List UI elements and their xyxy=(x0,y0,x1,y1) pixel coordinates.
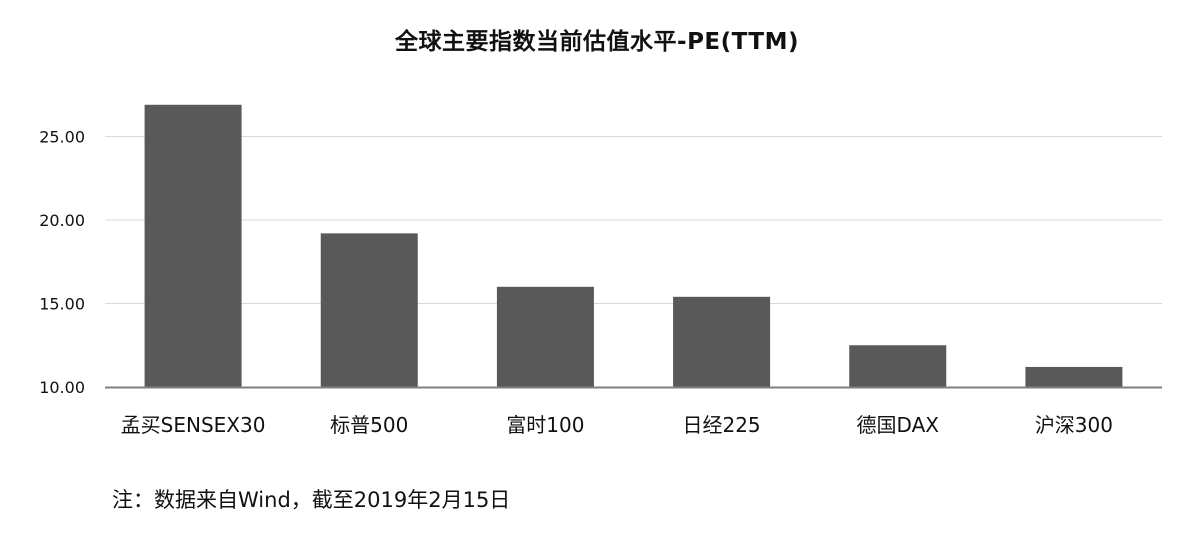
bar xyxy=(320,233,418,387)
y-tick-label: 20.00 xyxy=(39,211,85,230)
x-tick-label: 富时100 xyxy=(506,413,584,437)
bar xyxy=(1025,366,1123,387)
y-tick-label: 15.00 xyxy=(39,295,85,314)
bar xyxy=(144,104,242,388)
bars xyxy=(144,104,1123,388)
chart-title: 全球主要指数当前估值水平-PE(TTM) xyxy=(395,29,799,55)
x-tick-labels: 孟买SENSEX30 标普500 富时100 日经225 德国DAX 沪深300 xyxy=(121,413,1113,437)
x-tick-label: 沪深300 xyxy=(1035,413,1113,437)
bar xyxy=(496,286,594,387)
x-tick-label: 标普500 xyxy=(330,413,408,437)
y-tick-label: 10.00 xyxy=(39,378,85,397)
x-tick-label: 日经225 xyxy=(682,413,760,437)
bar xyxy=(673,296,771,387)
x-tick-label: 孟买SENSEX30 xyxy=(121,413,266,437)
y-tick-labels: 10.00 15.00 20.00 25.00 xyxy=(39,128,85,398)
source-footnote: 注：数据来自Wind，截至2019年2月15日 xyxy=(112,488,511,512)
bar xyxy=(849,345,947,387)
x-tick-label: 德国DAX xyxy=(857,413,940,437)
y-tick-label: 25.00 xyxy=(39,128,85,147)
gridlines xyxy=(105,136,1162,304)
